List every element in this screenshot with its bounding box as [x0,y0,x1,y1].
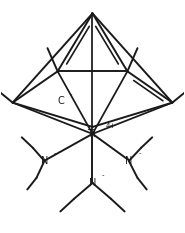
Text: -: - [102,172,105,178]
Text: N: N [41,156,48,166]
Text: 4+: 4+ [105,123,116,129]
Text: C: C [58,96,65,106]
Text: N: N [125,156,132,166]
Text: Ti: Ti [87,129,96,139]
Text: N: N [89,178,96,188]
Text: -: - [54,150,56,156]
Text: -: - [138,150,141,156]
Text: -: - [70,91,72,97]
